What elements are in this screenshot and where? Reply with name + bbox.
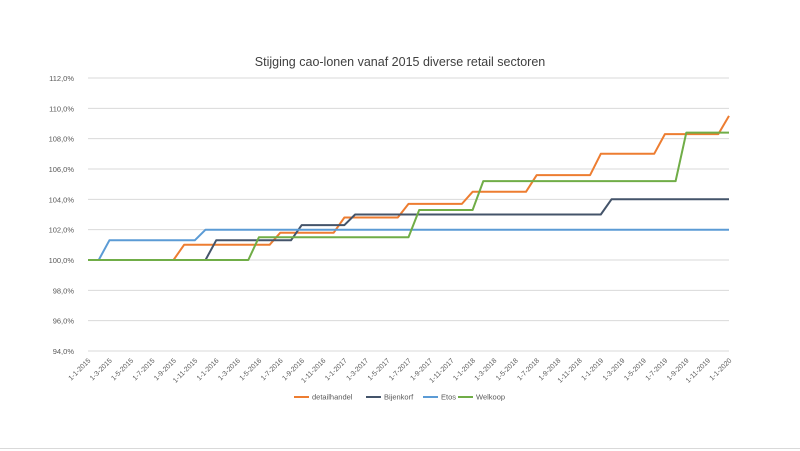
y-tick-label: 112,0% bbox=[49, 74, 74, 83]
legend-label: Etos bbox=[441, 393, 456, 402]
x-tick-label: 1-1-2016 bbox=[196, 357, 221, 382]
legend-item-welkoop: Welkoop bbox=[458, 393, 505, 402]
x-tick-label: 1-5-2019 bbox=[623, 357, 648, 382]
chart-title: Stijging cao-lonen vanaf 2015 diverse re… bbox=[255, 55, 546, 69]
legend-item-bijenkorf: Bijenkorf bbox=[366, 393, 414, 402]
x-tick-label: 1-7-2015 bbox=[132, 357, 157, 382]
legend: detailhandel Bijenkorf Etos Welkoop bbox=[294, 393, 505, 402]
x-tick-label: 1-5-2017 bbox=[367, 357, 392, 382]
series-line-detailhandel bbox=[88, 115, 730, 261]
x-tick-label: 1-7-2016 bbox=[260, 357, 285, 382]
y-tick-label: 110,0% bbox=[49, 104, 74, 113]
x-tick-label: 1-1-2018 bbox=[452, 357, 477, 382]
legend-label: Welkoop bbox=[476, 393, 505, 402]
x-tick-label: 1-5-2015 bbox=[110, 357, 135, 382]
x-tick-label: 1-5-2018 bbox=[495, 357, 520, 382]
series-lines bbox=[88, 115, 730, 261]
legend-item-etos: Etos bbox=[423, 393, 456, 402]
y-tick-label: 104,0% bbox=[49, 195, 75, 204]
y-tick-label: 94,0% bbox=[53, 347, 75, 356]
x-tick-label: 1-3-2016 bbox=[217, 357, 242, 382]
x-tick-label: 1-3-2019 bbox=[602, 357, 627, 382]
x-tick-label: 1-1-2019 bbox=[580, 357, 605, 382]
y-axis-tick-labels: 94,0% 96,0% 98,0% 100,0% 102,0% 104,0% 106,0% 1… bbox=[49, 74, 75, 356]
x-tick-label: 1-5-2016 bbox=[239, 357, 264, 382]
x-tick-label: 1-3-2017 bbox=[345, 357, 370, 382]
x-tick-label: 1-3-2015 bbox=[89, 357, 114, 382]
y-tick-label: 102,0% bbox=[49, 226, 75, 235]
y-tick-label: 96,0% bbox=[53, 317, 75, 326]
bottom-divider bbox=[0, 448, 800, 449]
y-tick-label: 108,0% bbox=[49, 135, 75, 144]
series-line-welkoop bbox=[88, 131, 729, 261]
x-tick-label: 1-7-2017 bbox=[388, 357, 413, 382]
x-tick-label: 1-1-2015 bbox=[68, 357, 93, 382]
y-tick-label: 100,0% bbox=[49, 256, 75, 265]
legend-label: Bijenkorf bbox=[384, 393, 414, 402]
x-tick-label: 1-1-2017 bbox=[324, 357, 349, 382]
y-tick-label: 98,0% bbox=[53, 286, 75, 295]
legend-item-detailhandel: detailhandel bbox=[294, 393, 353, 402]
x-tick-label: 1-7-2019 bbox=[645, 357, 670, 382]
series-line-bijenkorf bbox=[88, 198, 729, 261]
x-axis-tick-labels: 1-1-20151-3-20151-5-20151-7-20151-9-2015… bbox=[68, 357, 734, 384]
x-tick-label: 1-3-2018 bbox=[474, 357, 499, 382]
y-tick-label: 106,0% bbox=[49, 165, 75, 174]
x-tick-label: 1-1-2020 bbox=[709, 357, 734, 382]
x-tick-label: 1-7-2018 bbox=[516, 357, 541, 382]
legend-label: detailhandel bbox=[312, 393, 353, 402]
